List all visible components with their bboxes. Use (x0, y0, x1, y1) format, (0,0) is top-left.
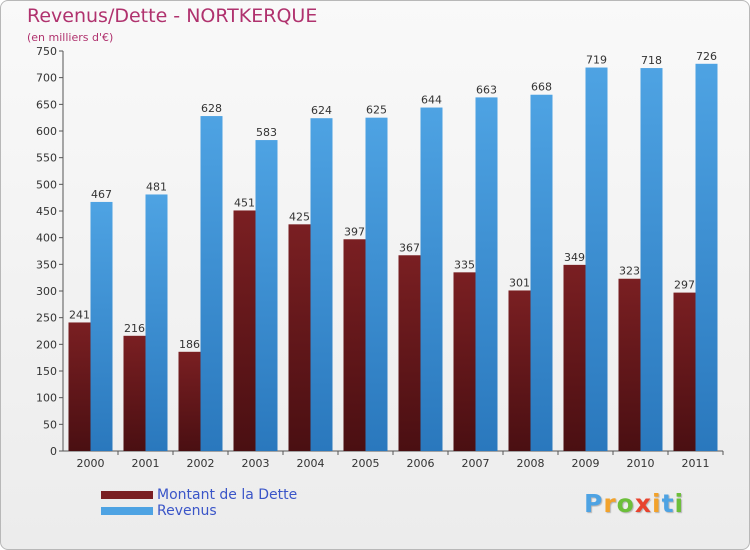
y-tick-label: 650 (36, 98, 57, 111)
data-label-revenus: 583 (256, 126, 277, 139)
x-tick-label: 2008 (517, 457, 545, 470)
bar-revenus (695, 63, 718, 452)
bar-dette (288, 224, 311, 451)
data-label-revenus: 663 (476, 83, 497, 96)
bar-revenus (200, 116, 223, 452)
chart-title: Revenus/Dette - NORTKERQUE (27, 5, 318, 27)
data-label-dette: 335 (454, 258, 475, 271)
data-label-dette: 425 (289, 210, 310, 223)
y-tick-label: 300 (36, 285, 57, 298)
y-tick-label: 50 (43, 418, 57, 431)
legend-label-dette: Montant de la Dette (157, 487, 298, 503)
y-tick-label: 500 (36, 178, 57, 191)
data-label-dette: 186 (179, 338, 200, 351)
y-tick-label: 250 (36, 312, 57, 325)
chart-subtitle: (en milliers d'€) (27, 31, 114, 44)
x-tick-label: 2003 (242, 457, 270, 470)
data-label-revenus: 467 (91, 188, 112, 201)
data-label-dette: 241 (69, 308, 90, 321)
bar-dette (233, 210, 256, 451)
proxiti-logo: Proxiti (584, 489, 684, 518)
data-label-dette: 301 (509, 276, 530, 289)
y-tick-label: 200 (36, 338, 57, 351)
legend-swatch-revenus (101, 507, 153, 515)
logo-letter: t (661, 489, 675, 518)
y-tick-label: 700 (36, 72, 57, 85)
bar-revenus (310, 118, 333, 451)
data-label-dette: 367 (399, 241, 420, 254)
bar-revenus (585, 67, 608, 452)
bar-dette (123, 335, 146, 451)
bar-revenus (420, 107, 443, 452)
bar-revenus (145, 194, 168, 451)
logo-letter: x (634, 489, 652, 518)
data-label-dette: 451 (234, 196, 255, 209)
bar-dette (178, 351, 201, 451)
bar-dette (618, 278, 641, 451)
bar-revenus (640, 68, 663, 452)
data-label-revenus: 718 (641, 54, 662, 67)
data-label-revenus: 719 (586, 54, 607, 67)
logo-letter: o (616, 489, 635, 518)
x-tick-label: 2011 (682, 457, 710, 470)
x-tick-label: 2000 (77, 457, 105, 470)
legend-swatch-dette (101, 491, 153, 499)
y-tick-label: 400 (36, 232, 57, 245)
data-label-revenus: 726 (696, 50, 717, 63)
x-tick-label: 2001 (132, 457, 160, 470)
bar-dette (453, 272, 476, 451)
bar-revenus (365, 117, 388, 452)
y-tick-label: 750 (36, 45, 57, 58)
x-tick-label: 2010 (627, 457, 655, 470)
bar-revenus (475, 97, 498, 452)
logo-letter: i (674, 489, 685, 518)
bar-dette (508, 290, 531, 451)
x-tick-label: 2009 (572, 457, 600, 470)
data-label-dette: 297 (674, 279, 695, 292)
data-label-revenus: 481 (146, 180, 167, 193)
data-label-dette: 323 (619, 265, 640, 278)
bar-dette (398, 255, 421, 451)
logo-letter: i (652, 489, 662, 518)
data-label-revenus: 624 (311, 104, 332, 117)
legend-label-revenus: Revenus (157, 503, 217, 519)
x-tick-label: 2005 (352, 457, 380, 470)
y-tick-label: 0 (50, 445, 57, 458)
bar-dette (563, 264, 586, 451)
y-tick-label: 350 (36, 258, 57, 271)
x-tick-label: 2006 (407, 457, 435, 470)
bar-dette (673, 292, 696, 451)
x-tick-label: 2007 (462, 457, 490, 470)
y-tick-label: 550 (36, 152, 57, 165)
logo-letter: P (584, 489, 604, 518)
x-tick-label: 2002 (187, 457, 215, 470)
data-label-revenus: 668 (531, 81, 552, 94)
bar-revenus (255, 140, 278, 452)
y-tick-label: 100 (36, 392, 57, 405)
y-tick-label: 600 (36, 125, 57, 138)
y-tick-label: 450 (36, 205, 57, 218)
bar-revenus (90, 201, 113, 451)
data-label-dette: 397 (344, 225, 365, 238)
data-label-dette: 216 (124, 322, 145, 335)
data-label-dette: 349 (564, 251, 585, 264)
data-label-revenus: 625 (366, 104, 387, 117)
data-label-revenus: 644 (421, 94, 442, 107)
logo-letter: r (603, 489, 617, 518)
bar-dette (68, 322, 91, 451)
y-tick-label: 150 (36, 365, 57, 378)
bar-revenus (530, 94, 553, 451)
data-label-revenus: 628 (201, 102, 222, 115)
bar-dette (343, 239, 366, 451)
x-tick-label: 2004 (297, 457, 325, 470)
